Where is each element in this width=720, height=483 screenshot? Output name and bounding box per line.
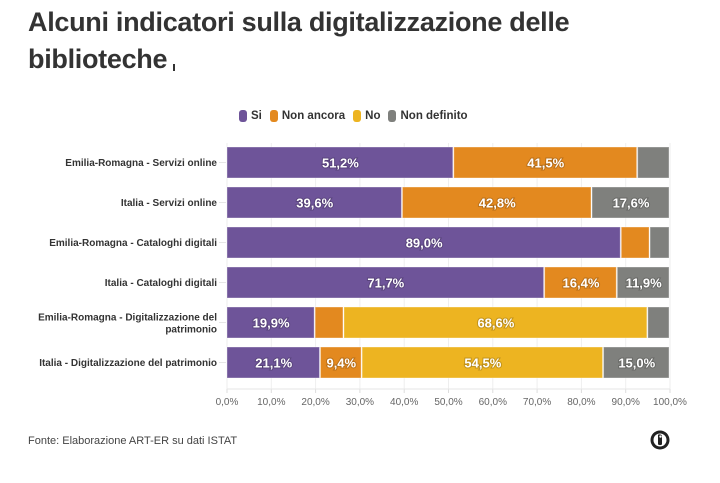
x-tick-label: 80,0%: [567, 397, 595, 408]
legend-label: Non definito: [400, 110, 468, 122]
chart-title-text: Alcuni indicatori sulla digitalizzazione…: [28, 7, 570, 74]
bar-segment-non-ancora[interactable]: [401, 186, 592, 219]
category-label: Italia - Digitalizzazione del patrimonio: [39, 358, 217, 369]
category-label: Italia - Servizi online: [121, 198, 218, 209]
bar-segment-no[interactable]: [361, 346, 604, 379]
data-label: 89,0%: [406, 236, 443, 251]
chart: 0,0% 10,0% 20,0% 30,0% 40,0% 50,0% 60,0% 70,0% 8…: [38, 143, 687, 408]
x-tick-label: 30,0%: [346, 397, 374, 408]
bar-segment-non-definito[interactable]: [637, 146, 670, 179]
legend: Si Non ancora No Non definito: [239, 110, 468, 122]
legend-label: Non ancora: [281, 110, 346, 122]
bar-segment-non-definito[interactable]: [603, 346, 670, 379]
bar-segment-si[interactable]: [226, 226, 621, 259]
legend-label: No: [365, 110, 381, 122]
legend-label: Si: [251, 110, 262, 122]
x-tick-label: 40,0%: [390, 397, 418, 408]
bar-segment-non-ancora[interactable]: [319, 346, 362, 379]
bar-segment-si[interactable]: [226, 346, 320, 379]
source-note: Fonte: Elaborazione ART-ER su dati ISTAT: [28, 435, 238, 447]
data-label: 41,5%: [527, 156, 564, 171]
x-tick-label: 50,0%: [434, 397, 462, 408]
bar-segment-non-ancora[interactable]: [544, 266, 617, 299]
data-label: 39,6%: [296, 196, 333, 211]
data-label: 68,6%: [477, 316, 514, 331]
category-label: Emilia-Romagna - Cataloghi digitali: [49, 238, 217, 249]
category-label: Emilia-Romagna - Servizi online: [65, 158, 217, 169]
bar-segment-non-ancora[interactable]: [620, 226, 650, 259]
bar-segment-si[interactable]: [226, 266, 545, 299]
bar-segment-non-definito[interactable]: [591, 186, 670, 219]
x-tick-label: 60,0%: [479, 397, 507, 408]
legend-item-si[interactable]: Si: [239, 110, 262, 122]
data-label: 17,6%: [613, 196, 650, 211]
bar-segment-no[interactable]: [343, 306, 648, 339]
legend-item-non-definito[interactable]: Non definito: [388, 110, 468, 122]
data-label: 54,5%: [464, 356, 501, 371]
bar-segment-non-definito[interactable]: [616, 266, 670, 299]
data-label: 11,9%: [626, 276, 663, 291]
bar-segment-non-ancora[interactable]: [453, 146, 638, 179]
x-tick-label: 100,0%: [653, 397, 687, 408]
x-tick-label: 20,0%: [301, 397, 329, 408]
title-marker: [173, 64, 176, 71]
x-tick-label: 10,0%: [257, 397, 285, 408]
chart-title: Alcuni indicatori sulla digitalizzazione…: [28, 4, 668, 78]
data-label: 51,2%: [322, 156, 359, 171]
bar-segment-si[interactable]: [226, 146, 454, 179]
bar-segment-si[interactable]: [226, 306, 315, 339]
data-label: 19,9%: [253, 316, 290, 331]
x-tick-label: 70,0%: [523, 397, 551, 408]
legend-swatch: [239, 110, 247, 122]
data-label: 15,0%: [618, 356, 655, 371]
datawrapper-logo-icon[interactable]: [648, 428, 672, 452]
data-label: 21,1%: [255, 356, 292, 371]
category-label: Emilia-Romagna - Digitalizzazione del pat…: [38, 313, 217, 336]
data-label: 9,4%: [326, 356, 356, 371]
legend-swatch: [353, 110, 362, 122]
x-tick-label: 90,0%: [612, 397, 640, 408]
data-label: 71,7%: [367, 276, 404, 291]
data-label: 42,8%: [479, 196, 516, 211]
data-label: 16,4%: [563, 276, 600, 291]
bar-segment-si[interactable]: [226, 186, 402, 219]
legend-item-non-ancora[interactable]: Non ancora: [269, 110, 346, 122]
bar-segment-non-definito[interactable]: [649, 226, 670, 259]
legend-swatch: [388, 110, 397, 122]
category-label: Italia - Cataloghi digitali: [105, 278, 217, 289]
bar-segment-non-definito[interactable]: [647, 306, 670, 339]
legend-swatch: [269, 110, 278, 122]
x-tick-label: 0,0%: [216, 397, 239, 408]
bar-segment-non-ancora[interactable]: [314, 306, 344, 339]
legend-item-no[interactable]: No: [353, 110, 380, 122]
